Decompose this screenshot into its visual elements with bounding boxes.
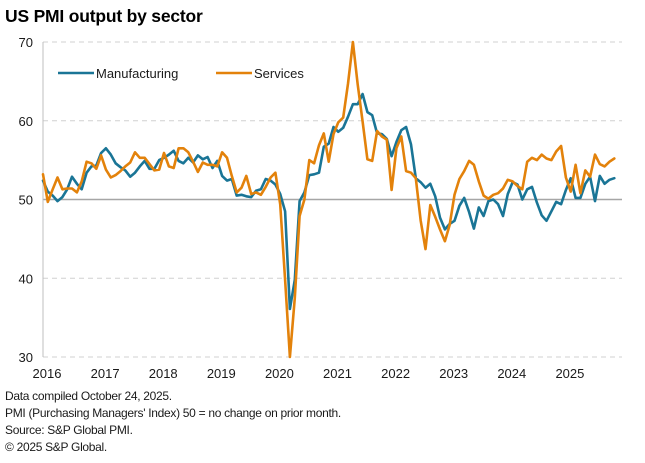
- chart-title: US PMI output by sector: [5, 6, 203, 26]
- x-tick-label: 2017: [91, 366, 120, 381]
- footnote-copyright: © 2025 S&P Global.: [5, 440, 107, 454]
- footnote-source: Source: S&P Global PMI.: [5, 423, 133, 437]
- y-tick-label: 50: [19, 193, 33, 208]
- x-axis: 2016 2017 2018 2019 2020 2021 2022 2023 2024 2025: [33, 366, 585, 381]
- x-tick-label: 2023: [439, 366, 468, 381]
- y-axis: 30 40 50 60 70: [19, 35, 44, 365]
- y-tick-label: 60: [19, 114, 33, 129]
- x-tick-label: 2016: [33, 366, 62, 381]
- x-tick-label: 2018: [149, 366, 178, 381]
- x-tick-label: 2022: [381, 366, 410, 381]
- x-tick-label: 2021: [323, 366, 352, 381]
- series-line-manufacturing: [41, 92, 616, 311]
- gridlines: [43, 41, 622, 358]
- series-lines: [41, 40, 616, 359]
- x-tick-label: 2019: [207, 366, 236, 381]
- x-tick-label: 2025: [555, 366, 584, 381]
- y-tick-label: 30: [19, 350, 33, 365]
- footnote-date: Data compiled October 24, 2025.: [5, 389, 172, 403]
- x-tick-label: 2020: [265, 366, 294, 381]
- y-tick-label: 70: [19, 35, 33, 50]
- series-line-services: [41, 40, 616, 359]
- y-tick-label: 40: [19, 271, 33, 286]
- legend: Manufacturing Services: [58, 66, 304, 81]
- footnotes: Data compiled October 24, 2025. PMI (Pur…: [5, 388, 341, 456]
- footnote-definition: PMI (Purchasing Managers' Index) 50 = no…: [5, 406, 341, 420]
- legend-label-manufacturing: Manufacturing: [96, 66, 178, 81]
- legend-label-services: Services: [254, 66, 304, 81]
- x-tick-label: 2024: [497, 366, 526, 381]
